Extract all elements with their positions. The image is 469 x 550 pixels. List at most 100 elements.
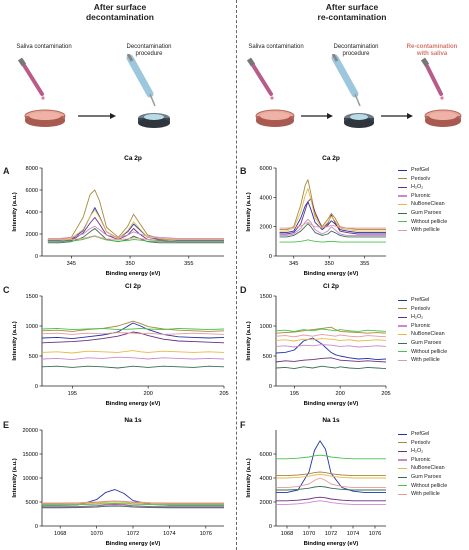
- pipette-icon: [420, 57, 444, 100]
- legend-swatch: [398, 204, 407, 206]
- x-tick-label: 355: [360, 261, 369, 267]
- series-line-pluronic: [42, 504, 224, 508]
- legend-swatch: [398, 459, 407, 461]
- right-column-title-text: After surface re-contamination: [317, 2, 387, 22]
- y-axis-label: Intensity (a.u.): [246, 458, 252, 497]
- panel-label-b: B: [240, 166, 247, 176]
- legend-item-without-pellicle: Without pellicle: [398, 218, 447, 227]
- y-axis-label: Intensity (a.u.): [246, 321, 252, 360]
- series-line-without-pellicle: [279, 239, 386, 243]
- y-tick-label: 6000: [260, 452, 272, 458]
- y-tick-label: 2000: [260, 500, 272, 506]
- y-tick-label: 0: [35, 254, 38, 260]
- chart-a-ca2p-decontamination: Ca 2p 0 2000 4000 6000 8000 345 350 355 Binding e…: [12, 155, 224, 277]
- chart-title: Ca 2p: [124, 155, 142, 162]
- legend-label: H₂O₂: [411, 314, 424, 321]
- y-tick-label: 6000: [260, 166, 272, 172]
- panel-label-a: A: [3, 166, 10, 176]
- series-line-perisolv: [41, 320, 225, 332]
- legend-panel-f: PrefGel Perisolv H₂O₂ Pluronic NuBoneClean Gu…: [398, 430, 447, 499]
- legend-swatch: [398, 212, 407, 214]
- chart-title: Cl 2p: [323, 283, 339, 290]
- chart-e-na1s-decontamination: Na 1s 0 5000 10000 15000 20000 1068 1070 1072 107…: [12, 417, 224, 547]
- arrow-icon: [301, 113, 333, 119]
- x-tick-label: 355: [184, 261, 193, 267]
- series-line-pluronic: [47, 225, 224, 239]
- series-line-perisolv: [275, 326, 387, 334]
- legend-label: Gum Paroex: [411, 339, 442, 346]
- x-tick-label: 1072: [127, 531, 139, 537]
- chart-f-na1s-recontamination: Na 1s 0 2000 4000 6000 1068 1070 1072 1074 1076 Bi…: [246, 417, 386, 547]
- series-line-with-pellicle: [41, 332, 225, 335]
- x-tick-label: 1070: [90, 531, 102, 537]
- series-line-h2o2: [279, 198, 386, 235]
- legend-swatch: [398, 493, 407, 496]
- legend-item-perisolv: Perisolv: [398, 175, 447, 184]
- series-line-prefgel: [276, 440, 386, 493]
- series-line-gum-paroex: [276, 485, 386, 491]
- legend-label: Without pellicle: [411, 218, 448, 225]
- y-tick-label: 2000: [26, 232, 38, 238]
- x-axis-label: Binding energy (eV): [304, 541, 359, 547]
- right-workflow-illustration: [246, 54, 462, 128]
- x-tick-label: 1068: [54, 531, 66, 537]
- series-line-nuboneclean: [42, 501, 224, 505]
- series-line-pluronic: [41, 356, 225, 361]
- legend-swatch: [398, 476, 407, 478]
- y-tick-label: 4000: [260, 476, 272, 482]
- y-axis-label: Intensity (a.u.): [12, 458, 18, 497]
- chart-title: Na 1s: [124, 417, 142, 424]
- legend-label: Gum Paroex: [411, 473, 442, 480]
- x-axis-label: Binding energy (eV): [304, 401, 359, 407]
- y-tick-label: 1000: [260, 324, 272, 330]
- legend-item-without-pellicle: Without pellicle: [398, 348, 447, 357]
- y-axis-label: Intensity (a.u.): [246, 192, 252, 231]
- series-line-h2o2: [42, 503, 224, 508]
- x-tick-label: 1074: [347, 531, 359, 537]
- series-line-gum-paroex: [41, 365, 225, 369]
- x-tick-label: 345: [67, 261, 76, 267]
- series-line-h2o2: [276, 496, 386, 502]
- panel-label-e: E: [3, 420, 10, 430]
- legend-label: PrefGel: [411, 297, 430, 303]
- x-tick-label: 205: [219, 391, 228, 397]
- series-line-without-pellicle: [276, 454, 386, 460]
- series-line-perisolv: [47, 189, 224, 240]
- series-line-perisolv: [279, 179, 386, 231]
- legend-label: NuBoneClean: [411, 331, 445, 338]
- series-line-nuboneclean: [41, 350, 225, 354]
- series-line-nuboneclean: [275, 338, 387, 342]
- legend-item-prefgel: PrefGel: [398, 166, 447, 175]
- series-line-pluronic: [279, 218, 386, 236]
- x-tick-label: 1068: [281, 531, 293, 537]
- legend-item-with-pellicle: With pellicle: [398, 226, 447, 235]
- x-tick-label: 200: [143, 391, 152, 397]
- legend-swatch: [398, 450, 407, 453]
- left-step-saliva-label: Saliva contamination: [16, 44, 72, 50]
- legend-label: NuBoneClean: [411, 201, 445, 208]
- legend-item-gum-paroex: Gum Paroex: [398, 339, 447, 348]
- series-line-with-pellicle: [42, 500, 224, 504]
- x-axis-label: Binding energy (eV): [106, 401, 161, 407]
- chart-title: Cl 2p: [125, 283, 141, 290]
- chart-c-cl2p-decontamination: Cl 2p 0 500 1000 1500 195 200 205 Binding energy…: [12, 283, 229, 407]
- series-line-nuboneclean: [47, 209, 224, 240]
- x-axis-label: Binding energy (eV): [304, 271, 359, 277]
- y-tick-label: 0: [35, 384, 38, 390]
- x-tick-label: 1072: [325, 531, 337, 537]
- panel-label-d: D: [240, 285, 247, 295]
- petri-dish-icon: [255, 109, 295, 127]
- right-step-decontamination-label: Decontamination procedure: [333, 44, 379, 57]
- legend-item-prefgel: PrefGel: [398, 296, 447, 305]
- left-step-decontamination-label: Decontamination procedure: [126, 44, 172, 57]
- y-tick-label: 10000: [22, 476, 38, 482]
- legend-item-with-pellicle: With pellicle: [398, 490, 447, 499]
- legend-panel-a: PrefGel Perisolv H₂O₂ Pluronic NuBoneClean Gu…: [398, 166, 447, 235]
- syringe-icon: [126, 54, 156, 107]
- x-tick-label: 1070: [303, 531, 315, 537]
- series-line-h2o2: [41, 331, 225, 344]
- x-tick-label: 345: [289, 261, 298, 267]
- legend-label: NuBoneClean: [411, 465, 445, 472]
- y-tick-label: 6000: [26, 188, 38, 194]
- legend-label: PrefGel: [411, 167, 430, 173]
